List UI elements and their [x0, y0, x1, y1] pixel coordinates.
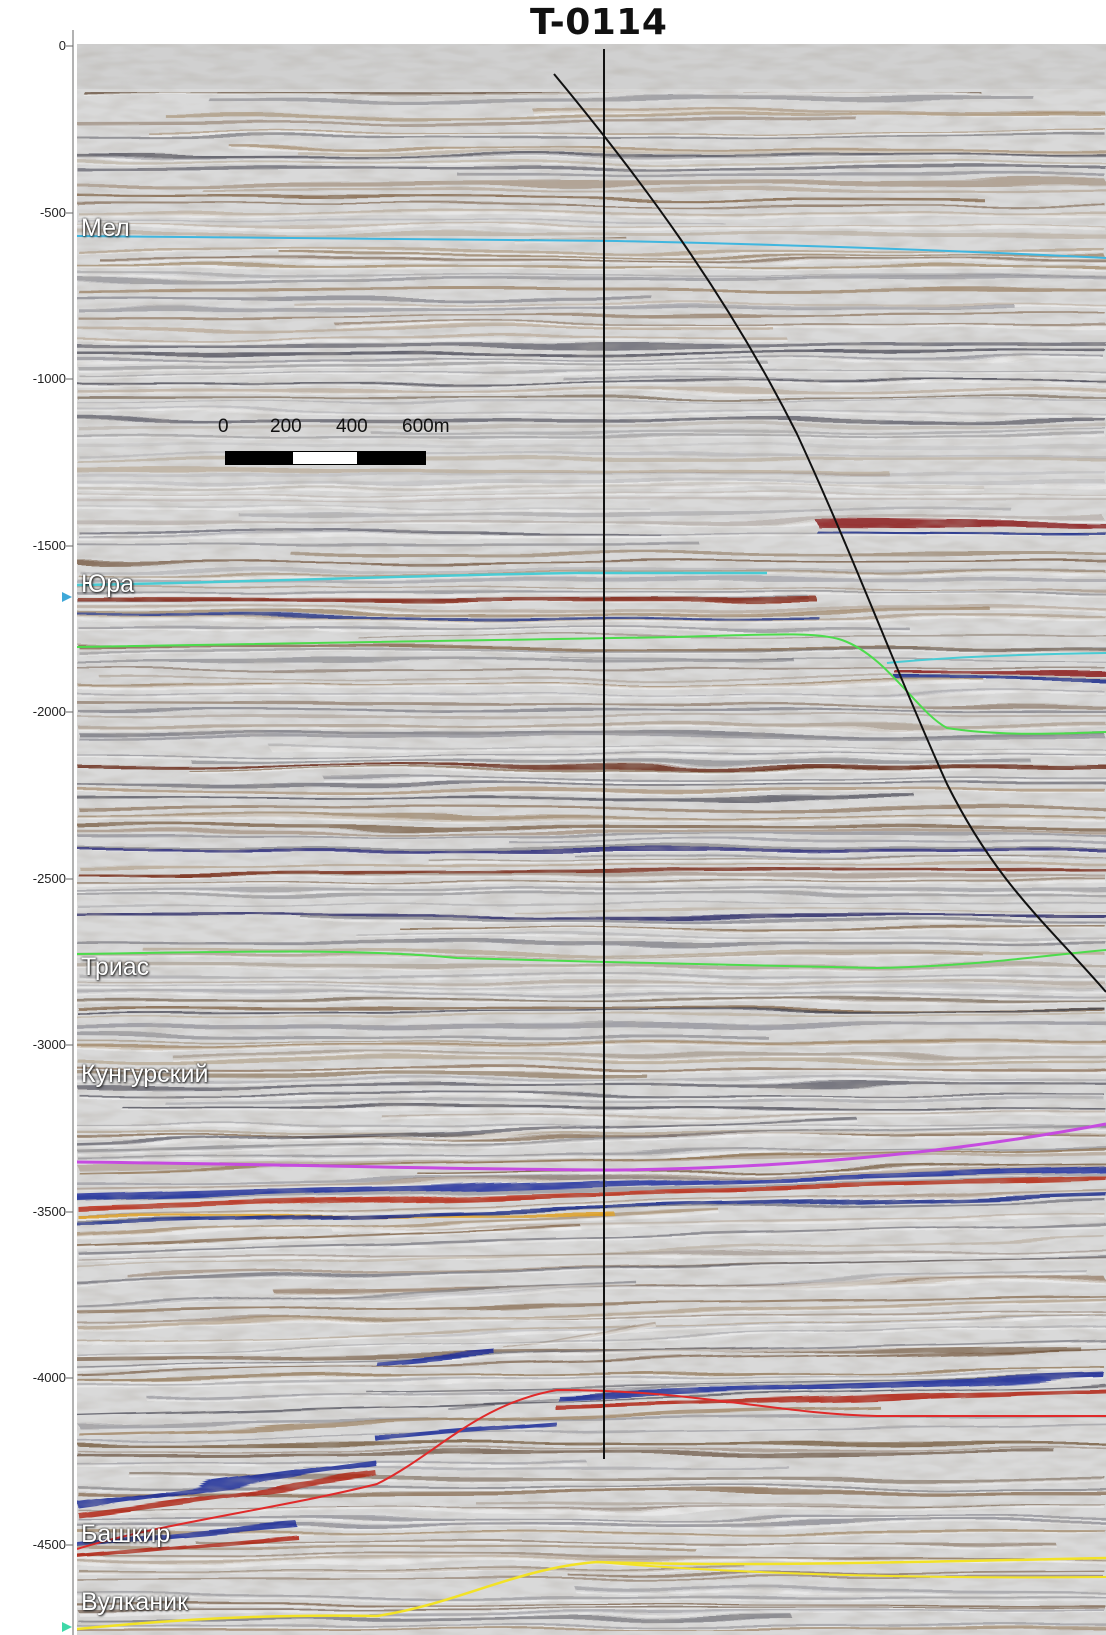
- horizon-line-yura-downthrown: [886, 652, 1106, 664]
- horizon-marker-icon: [62, 1622, 72, 1632]
- depth-tick-label: -2000: [32, 704, 66, 719]
- horizon-label-trias: Триас: [81, 953, 150, 981]
- horizon-line-trias: [77, 949, 1106, 970]
- depth-tick-label: -4500: [32, 1537, 66, 1552]
- horizon-line-kungursky: [77, 1122, 1106, 1172]
- depth-tick-label: -3500: [32, 1204, 66, 1219]
- depth-tick-label: -4000: [32, 1370, 66, 1385]
- horizon-label-bashkir: Башкир: [81, 1520, 171, 1548]
- seismic-section[interactable]: [77, 44, 1106, 1635]
- scale-label: 400: [336, 416, 368, 437]
- depth-tick-label: 0: [58, 38, 66, 53]
- horizon-marker-icon: [62, 592, 72, 602]
- depth-tick-label: -1000: [32, 371, 66, 386]
- well-title: T-0114: [530, 2, 668, 43]
- scale-label: 0: [218, 416, 229, 437]
- horizon-line-vulkanik-lower: [596, 1561, 1106, 1579]
- depth-axis: [62, 30, 74, 1635]
- fault-line: [553, 73, 1106, 993]
- scale-label: 600m: [402, 416, 450, 437]
- scale-label: 200: [270, 416, 302, 437]
- depth-tick-label: -2500: [32, 871, 66, 886]
- depth-tick-label: -3000: [32, 1037, 66, 1052]
- horizon-label-kungursky: Кунгурский: [81, 1060, 209, 1088]
- depth-tick-label: -500: [39, 205, 66, 220]
- horizon-line-mel: [77, 235, 1106, 259]
- scale-segment: [225, 451, 292, 465]
- horizon-lines: [77, 235, 1106, 1631]
- horizon-line-bashkir: [77, 1388, 1106, 1550]
- horizon-label-yura: Юра: [81, 570, 135, 598]
- horizon-label-vulkanik: Вулканик: [81, 1588, 189, 1616]
- depth-tick-label: -1500: [32, 538, 66, 553]
- horizon-line-vulkanik: [77, 1556, 1106, 1631]
- horizon-label-mel: Мел: [81, 214, 130, 242]
- horizon-line-yura: [77, 571, 767, 587]
- scale-bar: 0 200 400 600m: [218, 416, 462, 476]
- scale-segment: [292, 451, 358, 465]
- scale-segment: [358, 451, 426, 465]
